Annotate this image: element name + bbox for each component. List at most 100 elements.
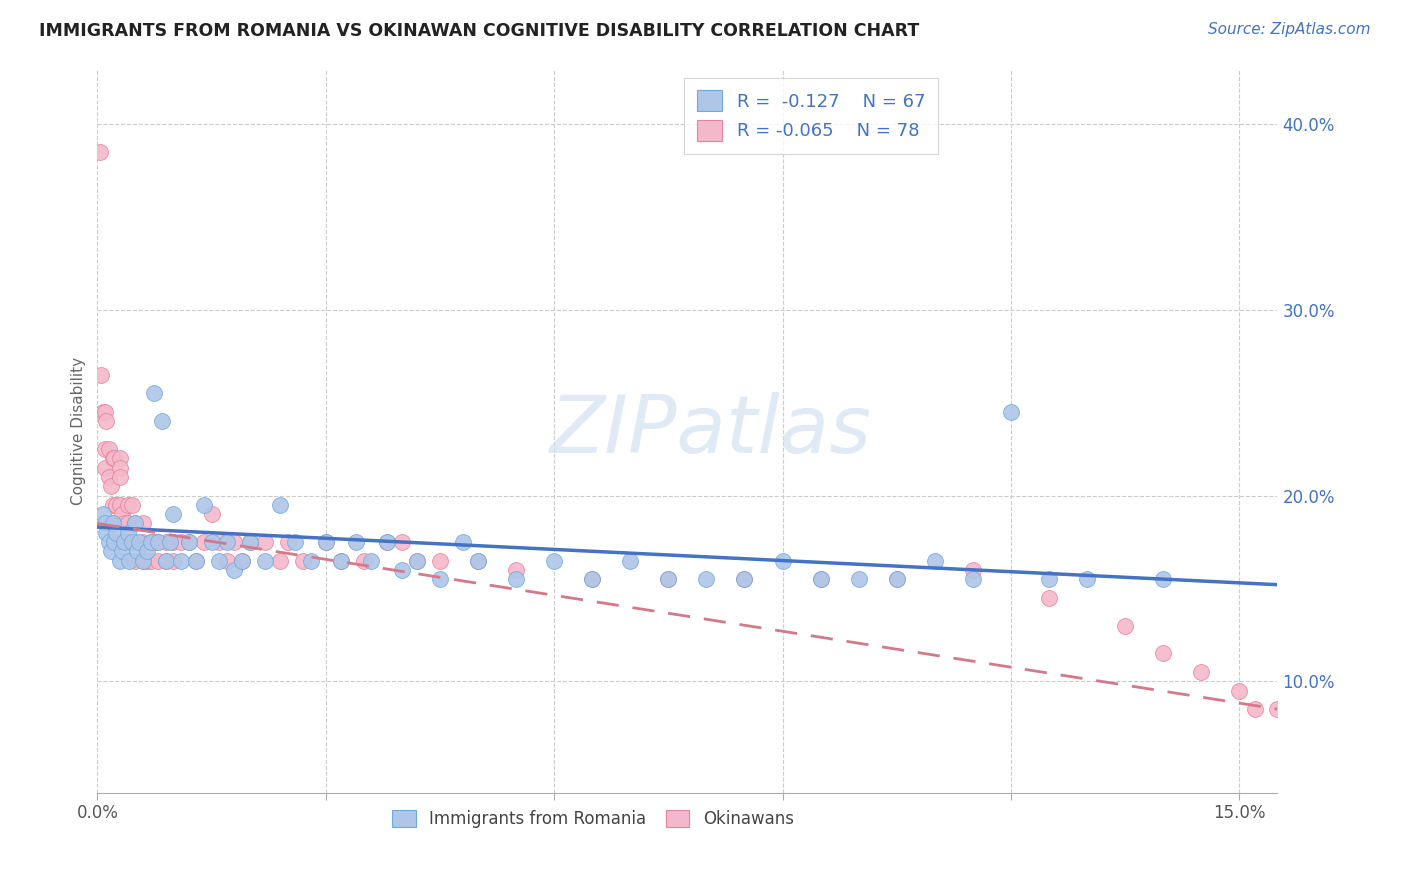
Point — [139, 535, 162, 549]
Point — [1038, 572, 1060, 586]
Point — [277, 535, 299, 549]
Point — [231, 553, 253, 567]
Point — [886, 572, 908, 586]
Point — [810, 572, 832, 586]
Point — [155, 535, 177, 549]
Point — [143, 386, 166, 401]
Point — [118, 553, 141, 567]
Point — [112, 516, 135, 531]
Point — [139, 535, 162, 549]
Point — [148, 535, 170, 549]
Point — [139, 553, 162, 567]
Point — [112, 535, 135, 549]
Point — [810, 572, 832, 586]
Point — [148, 535, 170, 549]
Point — [1000, 405, 1022, 419]
Point — [467, 553, 489, 567]
Point — [105, 498, 128, 512]
Text: ZIPatlas: ZIPatlas — [550, 392, 872, 469]
Point — [208, 553, 231, 567]
Point — [505, 563, 527, 577]
Point — [284, 535, 307, 549]
Point — [224, 563, 246, 577]
Point — [1267, 702, 1289, 716]
Point — [111, 507, 134, 521]
Y-axis label: Cognitive Disability: Cognitive Disability — [72, 357, 86, 505]
Point — [170, 553, 193, 567]
Point — [128, 535, 150, 549]
Point — [124, 553, 146, 567]
Point — [108, 451, 131, 466]
Point — [132, 535, 155, 549]
Point — [772, 553, 794, 567]
Point — [208, 535, 231, 549]
Point — [186, 553, 208, 567]
Point — [117, 535, 139, 549]
Point — [155, 553, 177, 567]
Point — [924, 553, 946, 567]
Point — [962, 572, 984, 586]
Point — [451, 535, 474, 549]
Point — [200, 507, 222, 521]
Point — [269, 553, 291, 567]
Point — [162, 507, 184, 521]
Point — [177, 535, 200, 549]
Point — [103, 535, 125, 549]
Point — [543, 553, 565, 567]
Point — [148, 553, 170, 567]
Point — [215, 535, 238, 549]
Point — [124, 516, 146, 531]
Point — [733, 572, 755, 586]
Point — [121, 535, 143, 549]
Point — [89, 145, 111, 159]
Point — [1227, 683, 1250, 698]
Point — [1152, 647, 1174, 661]
Legend: Immigrants from Romania, Okinawans: Immigrants from Romania, Okinawans — [385, 804, 800, 835]
Point — [132, 553, 155, 567]
Point — [162, 535, 184, 549]
Point — [170, 535, 193, 549]
Point — [406, 553, 429, 567]
Point — [162, 553, 184, 567]
Point — [132, 553, 155, 567]
Point — [391, 563, 413, 577]
Point — [117, 525, 139, 540]
Point — [200, 535, 222, 549]
Point — [269, 498, 291, 512]
Point — [101, 451, 124, 466]
Point — [101, 516, 124, 531]
Point — [105, 525, 128, 540]
Text: IMMIGRANTS FROM ROMANIA VS OKINAWAN COGNITIVE DISABILITY CORRELATION CHART: IMMIGRANTS FROM ROMANIA VS OKINAWAN COGN… — [39, 22, 920, 40]
Point — [1076, 572, 1098, 586]
Point — [124, 535, 146, 549]
Point — [193, 498, 215, 512]
Point — [90, 368, 112, 382]
Point — [159, 535, 181, 549]
Point — [315, 535, 337, 549]
Point — [391, 535, 413, 549]
Point — [733, 572, 755, 586]
Point — [375, 535, 398, 549]
Point — [239, 535, 262, 549]
Point — [375, 535, 398, 549]
Point — [1038, 591, 1060, 605]
Point — [108, 498, 131, 512]
Point — [360, 553, 382, 567]
Point — [93, 405, 115, 419]
Point — [193, 535, 215, 549]
Point — [177, 535, 200, 549]
Point — [1189, 665, 1212, 679]
Point — [253, 535, 276, 549]
Point — [94, 460, 117, 475]
Point — [93, 507, 115, 521]
Point — [330, 553, 353, 567]
Point — [886, 572, 908, 586]
Point — [962, 563, 984, 577]
Point — [429, 572, 451, 586]
Point — [215, 553, 238, 567]
Point — [353, 553, 375, 567]
Point — [344, 535, 367, 549]
Point — [406, 553, 429, 567]
Point — [124, 516, 146, 531]
Point — [100, 479, 122, 493]
